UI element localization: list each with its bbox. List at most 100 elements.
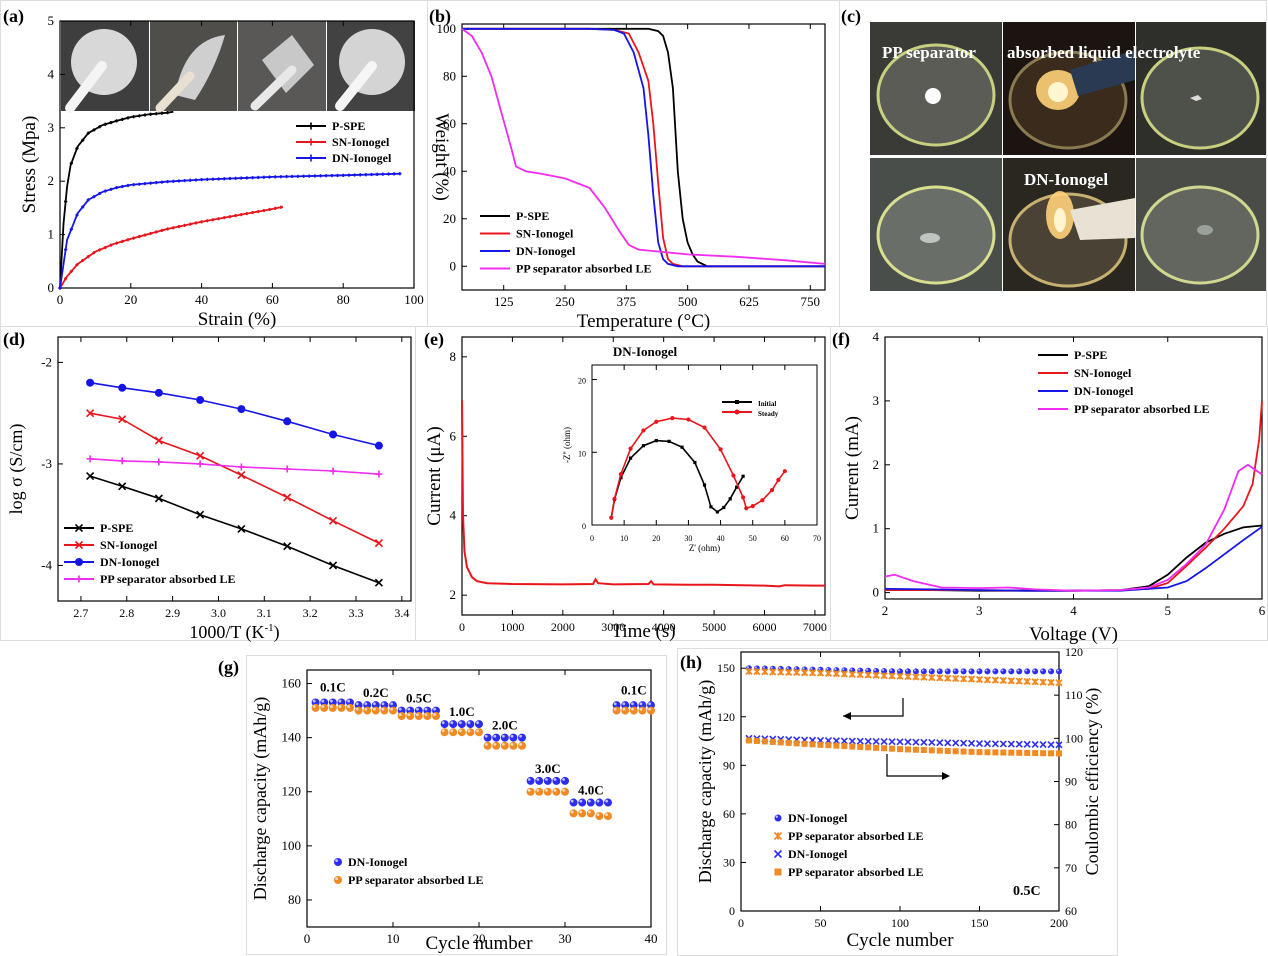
panel-h-ytick-label: 150 [717, 661, 735, 675]
panel-h-point-stroke [864, 737, 872, 745]
panel-a-point [109, 243, 113, 247]
panel-h-point [840, 737, 848, 745]
panel-d-xlabel-end: ) [274, 622, 280, 643]
panel-g-point-shine [355, 707, 359, 711]
panel-a-point [386, 172, 391, 176]
panel-h-point-shine [889, 669, 893, 672]
panel-g-point [526, 776, 535, 785]
panel-a-photos [61, 21, 415, 113]
panel-g-ylabel: Discharge capacity (mAh/g) [250, 697, 271, 901]
panel-a-ytick-label: 4 [48, 66, 55, 81]
panel-d-frame [57, 336, 412, 602]
panel-e-inset-ytick-label: 10 [578, 449, 586, 458]
panel-h-point [897, 746, 903, 753]
panel-h-ytick2-label: 60 [1065, 904, 1077, 918]
panel-h-point-shine [818, 667, 821, 670]
panel-a-point [188, 178, 192, 182]
panel-h-point-shine [937, 669, 940, 672]
panel-h-point-shine [1041, 669, 1044, 672]
panel-a-point [364, 173, 368, 177]
panel-g-rate-label: 4.0C [578, 782, 604, 797]
panel-g-point-shine [579, 810, 583, 814]
panel-a-point [81, 258, 85, 263]
panel-h-point-stroke [1007, 740, 1015, 748]
panel-h-point [984, 749, 991, 756]
panel-h-point-shine [826, 667, 829, 670]
panel-e-inset-point [776, 477, 781, 483]
panel-g-point-shine [476, 729, 479, 733]
panel-e-inset-ytick-label: 0 [582, 522, 586, 531]
panel-d-legend-label: DN-Ionogel [100, 555, 160, 569]
panel-a-point [160, 228, 164, 233]
panel-g-point [518, 733, 526, 742]
panel-g-point-shine [416, 707, 419, 711]
panel-g-letter: (g) [218, 657, 239, 678]
panel-a-point [216, 177, 221, 181]
panel-a-point [120, 117, 124, 121]
panel-h-point-shine [754, 666, 757, 669]
panel-e-inset-point [628, 446, 633, 451]
panel-a-point [335, 173, 340, 178]
panel-g-point-shine [579, 799, 583, 803]
panel-a-point [188, 222, 192, 226]
panel-g-legend-marker-shine [335, 859, 338, 862]
panel-d-point [283, 417, 292, 426]
panel-f-legend-label: DN-Ionogel [1074, 384, 1134, 398]
panel-g-point [389, 706, 397, 715]
panel-h-point [904, 738, 912, 746]
panel-g-point [552, 787, 561, 796]
panel-g-point-shine [527, 778, 531, 781]
panel-a-point [233, 214, 238, 218]
panel-f-xtick-label: 2 [882, 603, 889, 618]
panel-g-point [578, 809, 587, 818]
panel-a-point [290, 174, 294, 179]
panel-h-point [992, 668, 999, 675]
panel-h-point-stroke [975, 739, 984, 748]
panel-e-inset-ytick-label: 20 [578, 377, 586, 386]
panel-h-point-stroke [848, 737, 856, 745]
panel-h-xtick-label: 100 [891, 916, 909, 930]
panel-a-point [137, 182, 141, 186]
panel-d-point-stroke [328, 516, 338, 525]
panel-d-point-stroke [118, 415, 127, 424]
panel-e-inset-xtick-label: 60 [781, 534, 789, 543]
panel-h-xtick-label: 50 [815, 916, 827, 930]
panel-g-point-shine [510, 742, 514, 746]
panel-g-point-shine [373, 707, 376, 711]
panel-b-legend-label: P-SPE [516, 209, 549, 223]
panel-g-point-shine [536, 778, 540, 781]
panel-e-inset-point [628, 456, 633, 460]
panel-h-point [785, 668, 793, 676]
panel-a-point [166, 227, 170, 231]
panel-h-point-shine [1033, 669, 1036, 672]
panel-d-legend-label: SN-Ionogel [100, 538, 158, 552]
panel-d-point [375, 470, 383, 478]
panel-e-inset-point [618, 471, 624, 477]
panel-g-point-shine [639, 707, 643, 711]
panel-letters: (a) (b) (c) (d) (e) (f) (g) (h) [3, 6, 861, 678]
panel-a-point [154, 230, 158, 234]
panel-d-point [86, 455, 94, 463]
panel-g-ytick-label: 80 [288, 892, 301, 907]
panel-h-legend-marker [773, 849, 783, 859]
panel-h-point [1056, 750, 1062, 757]
panel-h-legend-label: PP separator absorbed LE [788, 865, 923, 879]
panel-h-point-stroke [1023, 740, 1031, 748]
panel-a-point [166, 111, 170, 115]
panel-e-inset-point [670, 415, 675, 421]
panel-d-point [374, 578, 383, 587]
panel-h-point-shine [969, 669, 972, 672]
panel-g-point [500, 733, 509, 742]
panel-a-point [341, 173, 345, 177]
panel-a-legend-label: DN-Ionogel [332, 151, 392, 165]
panel-a-point [69, 161, 73, 165]
panel-h-point-stroke [1015, 740, 1023, 748]
panel-d-point-stroke [196, 510, 205, 519]
panel-e-ytick-label: 4 [450, 508, 457, 523]
panel-h-point-shine [1056, 669, 1059, 672]
panel-g-xtick-label: 30 [559, 931, 572, 946]
panel-g-point-shine [648, 707, 651, 711]
panel-g-rate-label: 1.0C [449, 704, 475, 719]
panel-a-point [375, 172, 379, 176]
panel-d-point-stroke [86, 472, 95, 481]
